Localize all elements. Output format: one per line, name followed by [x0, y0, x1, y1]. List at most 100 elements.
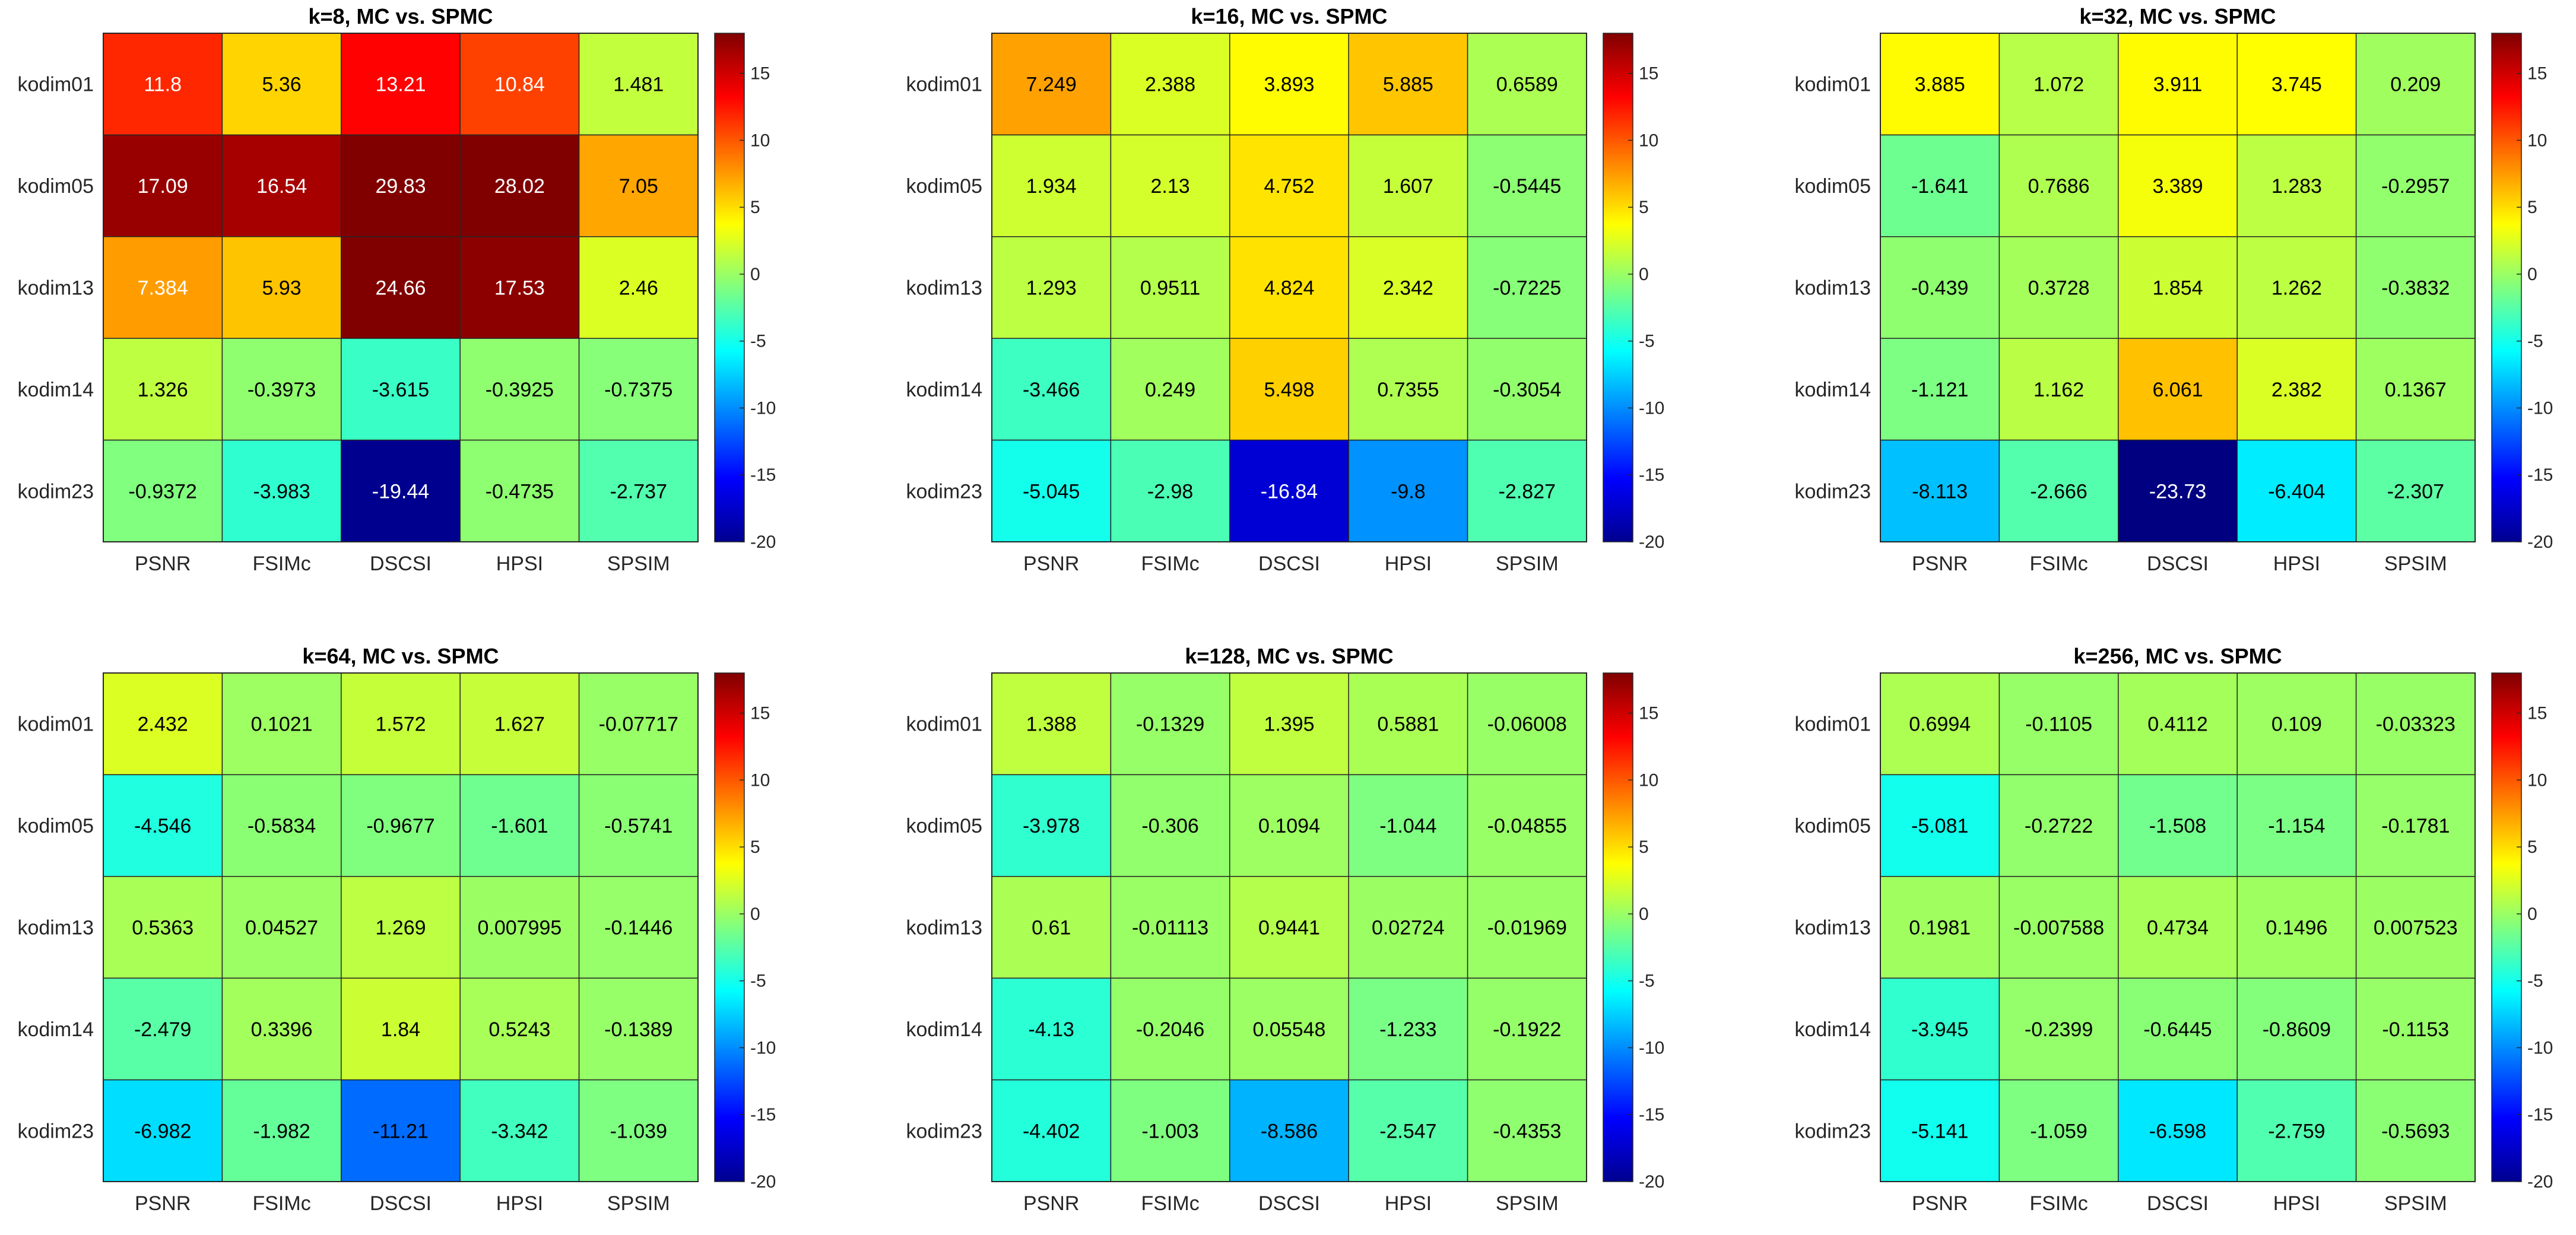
heatmap-panel: k=128, MC vs. SPMC 1.388 -0.1329 1.395 0.588… — [906, 644, 1664, 1215]
cell-value-label: -0.3832 — [2381, 277, 2450, 300]
heatmap-cell — [2118, 1079, 2238, 1182]
heatmap-cell — [2236, 338, 2357, 441]
cell-value-label: -5.081 — [1911, 815, 1968, 837]
cell-value-label: -0.03323 — [2376, 713, 2456, 736]
colorbar-tick-label: 15 — [750, 704, 770, 723]
cell-value-label: -8.586 — [1261, 1120, 1318, 1142]
heatmap-cell — [1880, 672, 2000, 776]
heatmap-cell — [1229, 1079, 1349, 1182]
x-tick-label: FSIMc — [252, 1192, 310, 1215]
colorbar-tick-label: 0 — [750, 904, 760, 924]
cell-value-label: 1.934 — [1026, 175, 1077, 198]
y-tick-label: kodim01 — [1794, 713, 1871, 736]
heatmap-cell — [578, 672, 699, 776]
cell-value-label: 1.395 — [1264, 713, 1314, 736]
cell-value-label: 16.54 — [256, 175, 307, 198]
cell-value-label: -1.044 — [1379, 815, 1436, 837]
cell-value-label: 1.162 — [2033, 379, 2084, 401]
cell-value-label: -1.982 — [253, 1120, 310, 1142]
heatmap-cell — [1348, 876, 1468, 979]
heatmap-cell — [1229, 774, 1349, 877]
colorbar-tick-label: 5 — [1639, 198, 1649, 217]
colorbar-tick-label: 10 — [2527, 131, 2547, 150]
y-tick-label: kodim05 — [1794, 815, 1871, 837]
cell-value-label: -2.737 — [610, 480, 667, 503]
cell-value-label: -19.44 — [372, 480, 429, 503]
cell-value-label: 0.5363 — [132, 917, 193, 939]
cell-value-label: -0.1389 — [604, 1018, 672, 1041]
heatmap-cell — [221, 439, 342, 542]
heatmap-cell — [221, 33, 342, 136]
heatmap-cell — [2236, 977, 2357, 1081]
cell-value-label: 0.007523 — [2374, 917, 2458, 939]
cell-value-label: 0.6994 — [1909, 713, 1971, 736]
cell-value-label: -0.01113 — [1132, 917, 1208, 939]
heatmap-cell — [2118, 774, 2238, 877]
heatmap-frame — [1880, 33, 2476, 542]
panel-title: k=8, MC vs. SPMC — [308, 4, 493, 28]
cell-value-label: -11.21 — [373, 1120, 429, 1142]
cell-value-label: 0.1981 — [1909, 917, 1971, 939]
heatmap-cell — [103, 439, 223, 542]
x-tick-label: PSNR — [1912, 553, 1968, 575]
colorbar — [714, 33, 745, 542]
heatmap-cell — [2355, 977, 2476, 1081]
cell-value-label: -0.1781 — [2381, 815, 2450, 837]
cell-value-label: 11.8 — [144, 74, 182, 96]
colorbar-tick-label: 5 — [2527, 837, 2537, 857]
cell-value-label: 24.66 — [375, 277, 426, 300]
x-tick-label: DSCSI — [2147, 553, 2209, 575]
colorbar-tick-label: -5 — [2527, 972, 2543, 991]
cell-value-label: -2.479 — [134, 1018, 191, 1041]
cell-value-label: -0.5834 — [248, 815, 316, 837]
heatmap-cell — [1467, 134, 1587, 237]
x-tick-label: FSIMc — [1141, 1192, 1199, 1215]
x-tick-label: PSNR — [135, 1192, 191, 1215]
heatmap-cell — [2355, 33, 2476, 136]
heatmap-cell — [1880, 33, 2000, 136]
cell-value-label: -0.1153 — [2382, 1018, 2449, 1041]
cell-value-label: 5.93 — [262, 277, 302, 300]
x-tick-label: PSNR — [1023, 1192, 1079, 1215]
colorbar — [2491, 672, 2522, 1182]
heatmap-cell — [2355, 1079, 2476, 1182]
cell-value-label: -0.439 — [1911, 277, 1968, 300]
cell-value-label: 0.3728 — [2028, 277, 2090, 300]
cell-value-label: 0.1094 — [1258, 815, 1320, 837]
colorbar-tick-label: 0 — [1639, 904, 1649, 924]
x-tick-label: HPSI — [496, 1192, 543, 1215]
cell-value-label: 10.84 — [494, 74, 545, 96]
y-tick-label: kodim05 — [17, 815, 94, 837]
colorbar — [714, 672, 745, 1182]
cell-value-label: -0.1105 — [2025, 713, 2092, 736]
y-tick-label: kodim23 — [17, 480, 94, 503]
heatmap-cell — [103, 876, 223, 979]
heatmap-cell — [1998, 977, 2119, 1081]
heatmap-cell — [1348, 338, 1468, 441]
cell-value-label: 0.1021 — [251, 713, 313, 736]
cell-value-label: 0.04527 — [245, 917, 318, 939]
y-tick-label: kodim23 — [906, 1120, 982, 1142]
y-tick-label: kodim14 — [906, 1018, 982, 1041]
x-tick-label: FSIMc — [2029, 1192, 2088, 1215]
cell-value-label: -1.121 — [1911, 379, 1968, 401]
cell-value-label: -1.641 — [1911, 175, 1968, 198]
colorbar-tick-label: 0 — [2527, 904, 2537, 924]
cell-value-label: 1.572 — [375, 713, 426, 736]
heatmap-cell — [1348, 672, 1468, 776]
cell-value-label: -2.666 — [2030, 480, 2087, 503]
colorbar-tick-label: -20 — [2527, 532, 2553, 552]
cell-value-label: 0.9511 — [1140, 277, 1200, 300]
heatmap-frame — [991, 672, 1587, 1182]
colorbar-tick-label: 15 — [2527, 64, 2547, 84]
colorbar-tick-label: 10 — [1639, 131, 1658, 150]
cell-value-label: 3.885 — [1915, 74, 1965, 96]
cell-value-label: -2.547 — [1379, 1120, 1436, 1142]
cell-value-label: 0.249 — [1145, 379, 1195, 401]
colorbar-tick-label: 10 — [1639, 770, 1658, 790]
heatmap-cell — [2355, 338, 2476, 441]
heatmap-cell — [1998, 774, 2119, 877]
cell-value-label: -3.983 — [253, 480, 310, 503]
colorbar-tick-label: -10 — [750, 398, 776, 418]
colorbar — [2491, 33, 2522, 542]
